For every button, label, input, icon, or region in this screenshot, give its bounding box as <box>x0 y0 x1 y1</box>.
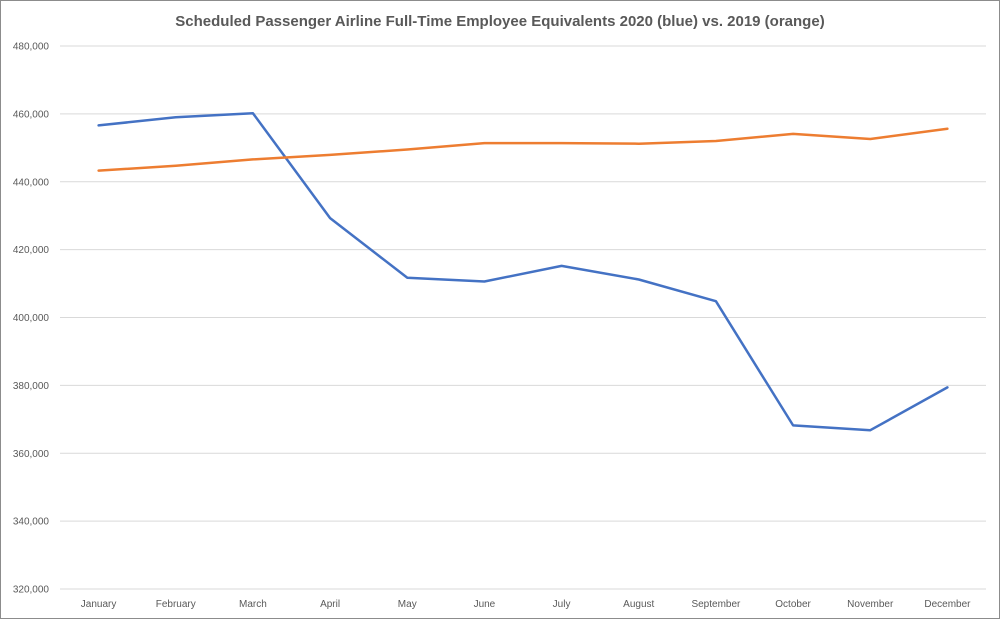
x-tick-label: June <box>474 599 496 610</box>
chart-title: Scheduled Passenger Airline Full-Time Em… <box>175 13 824 30</box>
y-tick-label: 420,000 <box>13 245 50 256</box>
y-tick-label: 380,000 <box>13 381 50 392</box>
x-axis-tick-labels: January February March April May June July Augu… <box>81 599 971 610</box>
x-tick-label: January <box>81 599 117 610</box>
x-tick-label: August <box>623 599 654 610</box>
y-tick-label: 320,000 <box>13 585 50 596</box>
series-line-1 <box>97 127 949 172</box>
y-tick-label: 360,000 <box>13 449 50 460</box>
y-tick-label: 480,000 <box>13 42 50 53</box>
x-tick-label: July <box>553 599 571 610</box>
y-tick-label: 400,000 <box>13 313 50 324</box>
series-line-0 <box>97 111 949 432</box>
x-tick-label: February <box>156 599 196 610</box>
gridlines <box>60 45 986 590</box>
series-lines <box>97 111 949 432</box>
x-tick-label: October <box>775 599 811 610</box>
y-tick-label: 440,000 <box>13 177 50 188</box>
x-tick-label: May <box>398 599 417 610</box>
y-axis-tick-labels: 320,000 340,000 360,000 380,000 400,000 420,0… <box>13 42 50 596</box>
y-tick-label: 340,000 <box>13 517 50 528</box>
x-tick-label: March <box>239 599 267 610</box>
x-tick-label: November <box>847 599 894 610</box>
y-tick-label: 460,000 <box>13 109 50 120</box>
x-tick-label: December <box>924 599 971 610</box>
x-tick-label: September <box>691 599 741 610</box>
x-tick-label: April <box>320 599 340 610</box>
